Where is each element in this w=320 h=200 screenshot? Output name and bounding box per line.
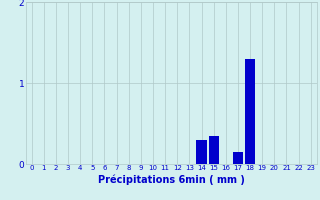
Bar	[245, 59, 255, 164]
X-axis label: Précipitations 6min ( mm ): Précipitations 6min ( mm )	[98, 174, 244, 185]
Bar	[209, 136, 219, 164]
Bar	[196, 140, 207, 164]
Bar	[233, 152, 243, 164]
